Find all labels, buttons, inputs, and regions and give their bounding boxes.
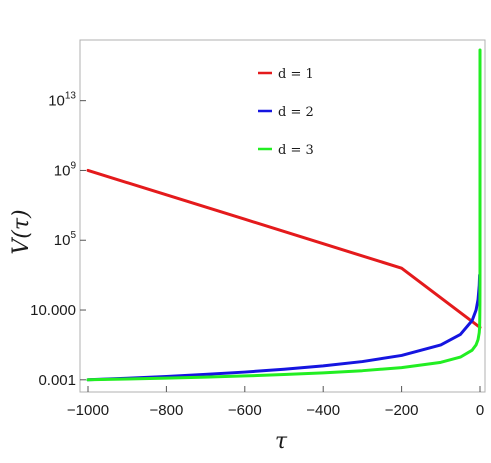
legend: d = 1 d = 2 d = 3 <box>258 67 314 158</box>
x-axis-ticks: −1000 −800 −600 −400 −200 0 <box>67 386 484 419</box>
x-tick-label: −800 <box>150 402 184 419</box>
y-tick-label: 0.001 <box>38 372 76 389</box>
legend-label: d = 1 <box>278 67 314 82</box>
x-tick-label: −200 <box>385 402 419 419</box>
series-line-d1 <box>86 168 482 329</box>
legend-label: d = 3 <box>278 143 314 158</box>
y-tick-label: 1013 <box>48 91 76 110</box>
x-tick-label: 0 <box>476 402 484 419</box>
y-tick-label: 109 <box>54 160 77 179</box>
plot-frame <box>79 39 486 393</box>
y-tick-label: 10.000 <box>30 302 76 319</box>
y-axis-ticks: 0.001 10.000 105 109 1013 <box>30 91 86 389</box>
y-tick-label: 105 <box>54 230 77 249</box>
x-tick-label: −1000 <box>67 402 109 419</box>
x-tick-label: −600 <box>228 402 262 419</box>
legend-label: d = 2 <box>278 105 314 120</box>
series-lines <box>86 48 482 382</box>
x-tick-label: −400 <box>306 402 340 419</box>
x-axis-label: τ <box>275 429 288 454</box>
series-line-d2 <box>86 273 482 382</box>
y-axis-label: V(τ) <box>9 209 34 254</box>
series-line-d3 <box>86 48 482 382</box>
